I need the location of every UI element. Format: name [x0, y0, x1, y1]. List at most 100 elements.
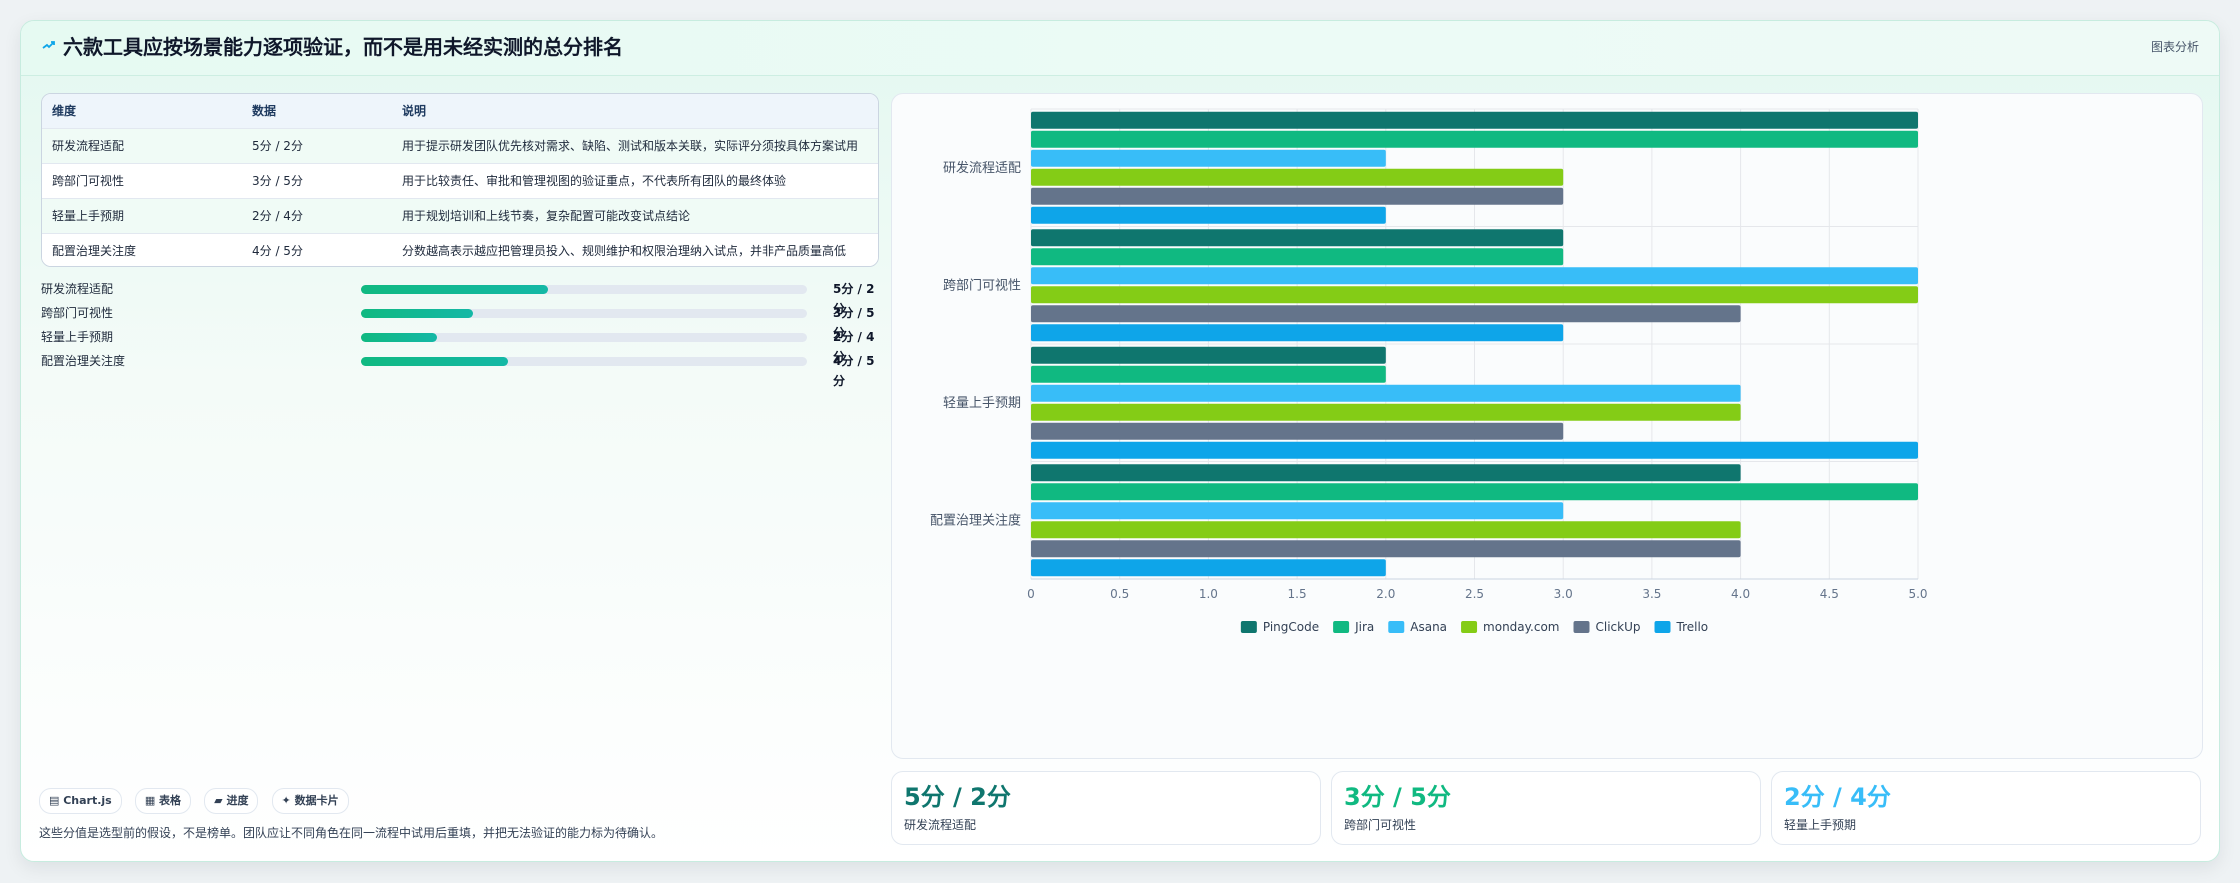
bar [1031, 502, 1564, 520]
table-cell-description: 分数越高表示越应把管理员投入、规则维护和权限治理纳入试点，并非产品质量高低 [402, 244, 847, 258]
legend-label: monday.com [1483, 620, 1559, 634]
table-cell-data: 2分 / 4分 [252, 209, 303, 223]
x-tick-label: 3.0 [1554, 587, 1573, 601]
table-cell-description: 用于比较责任、审批和管理视图的验证重点，不代表所有团队的最终体验 [402, 174, 787, 188]
table-cell-dimension: 研发流程适配 [52, 139, 125, 153]
progress-row: 轻量上手预期 2分 / 4分 [41, 327, 881, 364]
progress-value: 3分 / 5分 [833, 306, 875, 340]
kpi-value: 5分 / 2分 [904, 783, 1011, 811]
page-title: 六款工具应按场景能力逐项验证，而不是用未经实测的总分排名 [63, 35, 623, 59]
bar [1031, 229, 1564, 247]
feature-chips: ▤ Chart.js ▦ 表格 ▰ 进度 ✦ 数据卡片 [39, 788, 357, 814]
legend-swatch [1654, 621, 1671, 633]
bar [1031, 267, 1918, 285]
x-tick-label: 2.0 [1376, 587, 1395, 601]
kpi-label: 研发流程适配 [904, 818, 977, 832]
x-tick-label: 0.5 [1110, 587, 1129, 601]
progress-value: 4分 / 5分 [833, 354, 875, 388]
y-category-label: 研发流程适配 [943, 160, 1021, 176]
x-tick-label: 1.0 [1199, 587, 1218, 601]
x-tick-label: 4.0 [1731, 587, 1750, 601]
table-column-header: 维度 [52, 104, 77, 118]
legend-swatch [1333, 621, 1350, 633]
bar [1031, 111, 1918, 129]
bar [1031, 559, 1386, 577]
bar [1031, 187, 1564, 205]
bar-chart: 0 0.5 1.0 1.5 2.0 2.5 3.0 3.5 4.0 4.5 5.0 研发流程适配跨部门… [930, 108, 1928, 634]
table-row: 轻量上手预期 2分 / 4分 用于规划培训和上线节奏，复杂配置可能改变试点结论 [42, 198, 878, 234]
legend-label: ClickUp [1596, 620, 1641, 634]
progress-fill [361, 309, 473, 318]
table-row: 配置治理关注度 4分 / 5分 分数越高表示越应把管理员投入、规则维护和权限治理… [42, 233, 878, 266]
card-header: 六款工具应按场景能力逐项验证，而不是用未经实测的总分排名 图表分析 [21, 21, 2219, 76]
table-cell-dimension: 跨部门可视性 [52, 174, 125, 188]
kpi-card: 3分 / 5分 跨部门可视性 [1331, 771, 1761, 845]
legend-swatch [1240, 621, 1257, 633]
legend-label: Jira [1354, 620, 1374, 634]
kpi-value: 2分 / 4分 [1784, 783, 1891, 811]
table-cell-dimension: 轻量上手预期 [52, 209, 125, 223]
chart-analysis-tag: 图表分析 [2150, 40, 2199, 54]
progress-row: 配置治理关注度 4分 / 5分 [41, 351, 881, 388]
kpi-label: 跨部门可视性 [1344, 818, 1417, 832]
y-category-label: 跨部门可视性 [943, 278, 1021, 293]
table-column-header: 数据 [252, 104, 277, 118]
chip-chartjs[interactable]: ▤ Chart.js [39, 788, 122, 814]
table-header-row: 维度 数据 说明 [42, 94, 878, 129]
trend-icon [41, 38, 59, 56]
bar [1031, 168, 1564, 186]
kpi-value: 3分 / 5分 [1344, 783, 1451, 811]
table-cell-dimension: 配置治理关注度 [52, 244, 137, 258]
x-tick-label: 3.5 [1642, 587, 1661, 601]
bar [1031, 248, 1564, 266]
chart-panel: 0 0.5 1.0 1.5 2.0 2.5 3.0 3.5 4.0 4.5 5.0 研发流程适配 跨部门… [891, 93, 2203, 759]
dimension-table: 维度 数据 说明 研发流程适配 5分 / 2分 用于提示研发团队优先核对需求、缺… [41, 93, 879, 267]
table-row: 跨部门可视性 3分 / 5分 用于比较责任、审批和管理视图的验证重点，不代表所有… [42, 163, 878, 199]
bar [1031, 403, 1741, 421]
legend-swatch [1388, 621, 1405, 633]
table-cell-description: 用于规划培训和上线节奏，复杂配置可能改变试点结论 [402, 209, 691, 223]
progress-value: 2分 / 4分 [833, 330, 875, 364]
table-cell-data: 5分 / 2分 [252, 139, 303, 153]
progress-track [361, 357, 807, 366]
y-category-label: 配置治理关注度 [930, 512, 1021, 528]
progress-label: 轻量上手预期 [41, 330, 114, 344]
progress-row: 跨部门可视性 3分 / 5分 [41, 303, 881, 340]
progress-track [361, 333, 807, 342]
legend-label: PingCode [1263, 620, 1319, 634]
bar [1031, 324, 1564, 342]
x-tick-label: 4.5 [1820, 587, 1839, 601]
chip-table[interactable]: ▦ 表格 [134, 788, 192, 814]
y-category-label: 轻量上手预期 [943, 396, 1021, 411]
progress-fill [361, 333, 437, 342]
bar [1031, 286, 1918, 304]
bar [1031, 483, 1918, 501]
bar [1031, 422, 1564, 440]
chip-progress[interactable]: ▰ 进度 [204, 788, 259, 814]
bar [1031, 441, 1918, 459]
progress-label: 研发流程适配 [41, 282, 114, 296]
kpi-label: 轻量上手预期 [1784, 818, 1857, 832]
bar [1031, 365, 1386, 383]
table-column-header: 说明 [402, 104, 427, 118]
legend-swatch [1573, 621, 1590, 633]
bar [1031, 384, 1741, 402]
bar [1031, 130, 1918, 148]
table-cell-description: 用于提示研发团队优先核对需求、缺陷、测试和版本关联，实际评分须按具体方案试用 [402, 139, 859, 153]
footnote: 这些分值是选型前的假设，不是榜单。团队应让不同角色在同一流程中试用后重填，并把无… [39, 826, 664, 840]
progress-track [361, 285, 807, 294]
x-tick-label: 2.5 [1465, 587, 1484, 601]
bar [1031, 346, 1386, 364]
table-row: 研发流程适配 5分 / 2分 用于提示研发团队优先核对需求、缺陷、测试和版本关联… [42, 128, 878, 164]
table-cell-data: 4分 / 5分 [252, 244, 303, 258]
legend-swatch [1461, 621, 1478, 633]
table-cell-data: 3分 / 5分 [252, 174, 303, 188]
bar [1031, 149, 1386, 167]
x-tick-label: 0 [1027, 587, 1035, 601]
bar [1031, 540, 1741, 558]
progress-fill [361, 285, 549, 294]
kpi-card: 2分 / 4分 轻量上手预期 [1771, 771, 2201, 845]
analysis-card: 六款工具应按场景能力逐项验证，而不是用未经实测的总分排名 图表分析 维度 数据 … [20, 20, 2220, 862]
progress-value: 5分 / 2分 [833, 282, 875, 316]
chip-data-cards[interactable]: ✦ 数据卡片 [271, 788, 349, 814]
